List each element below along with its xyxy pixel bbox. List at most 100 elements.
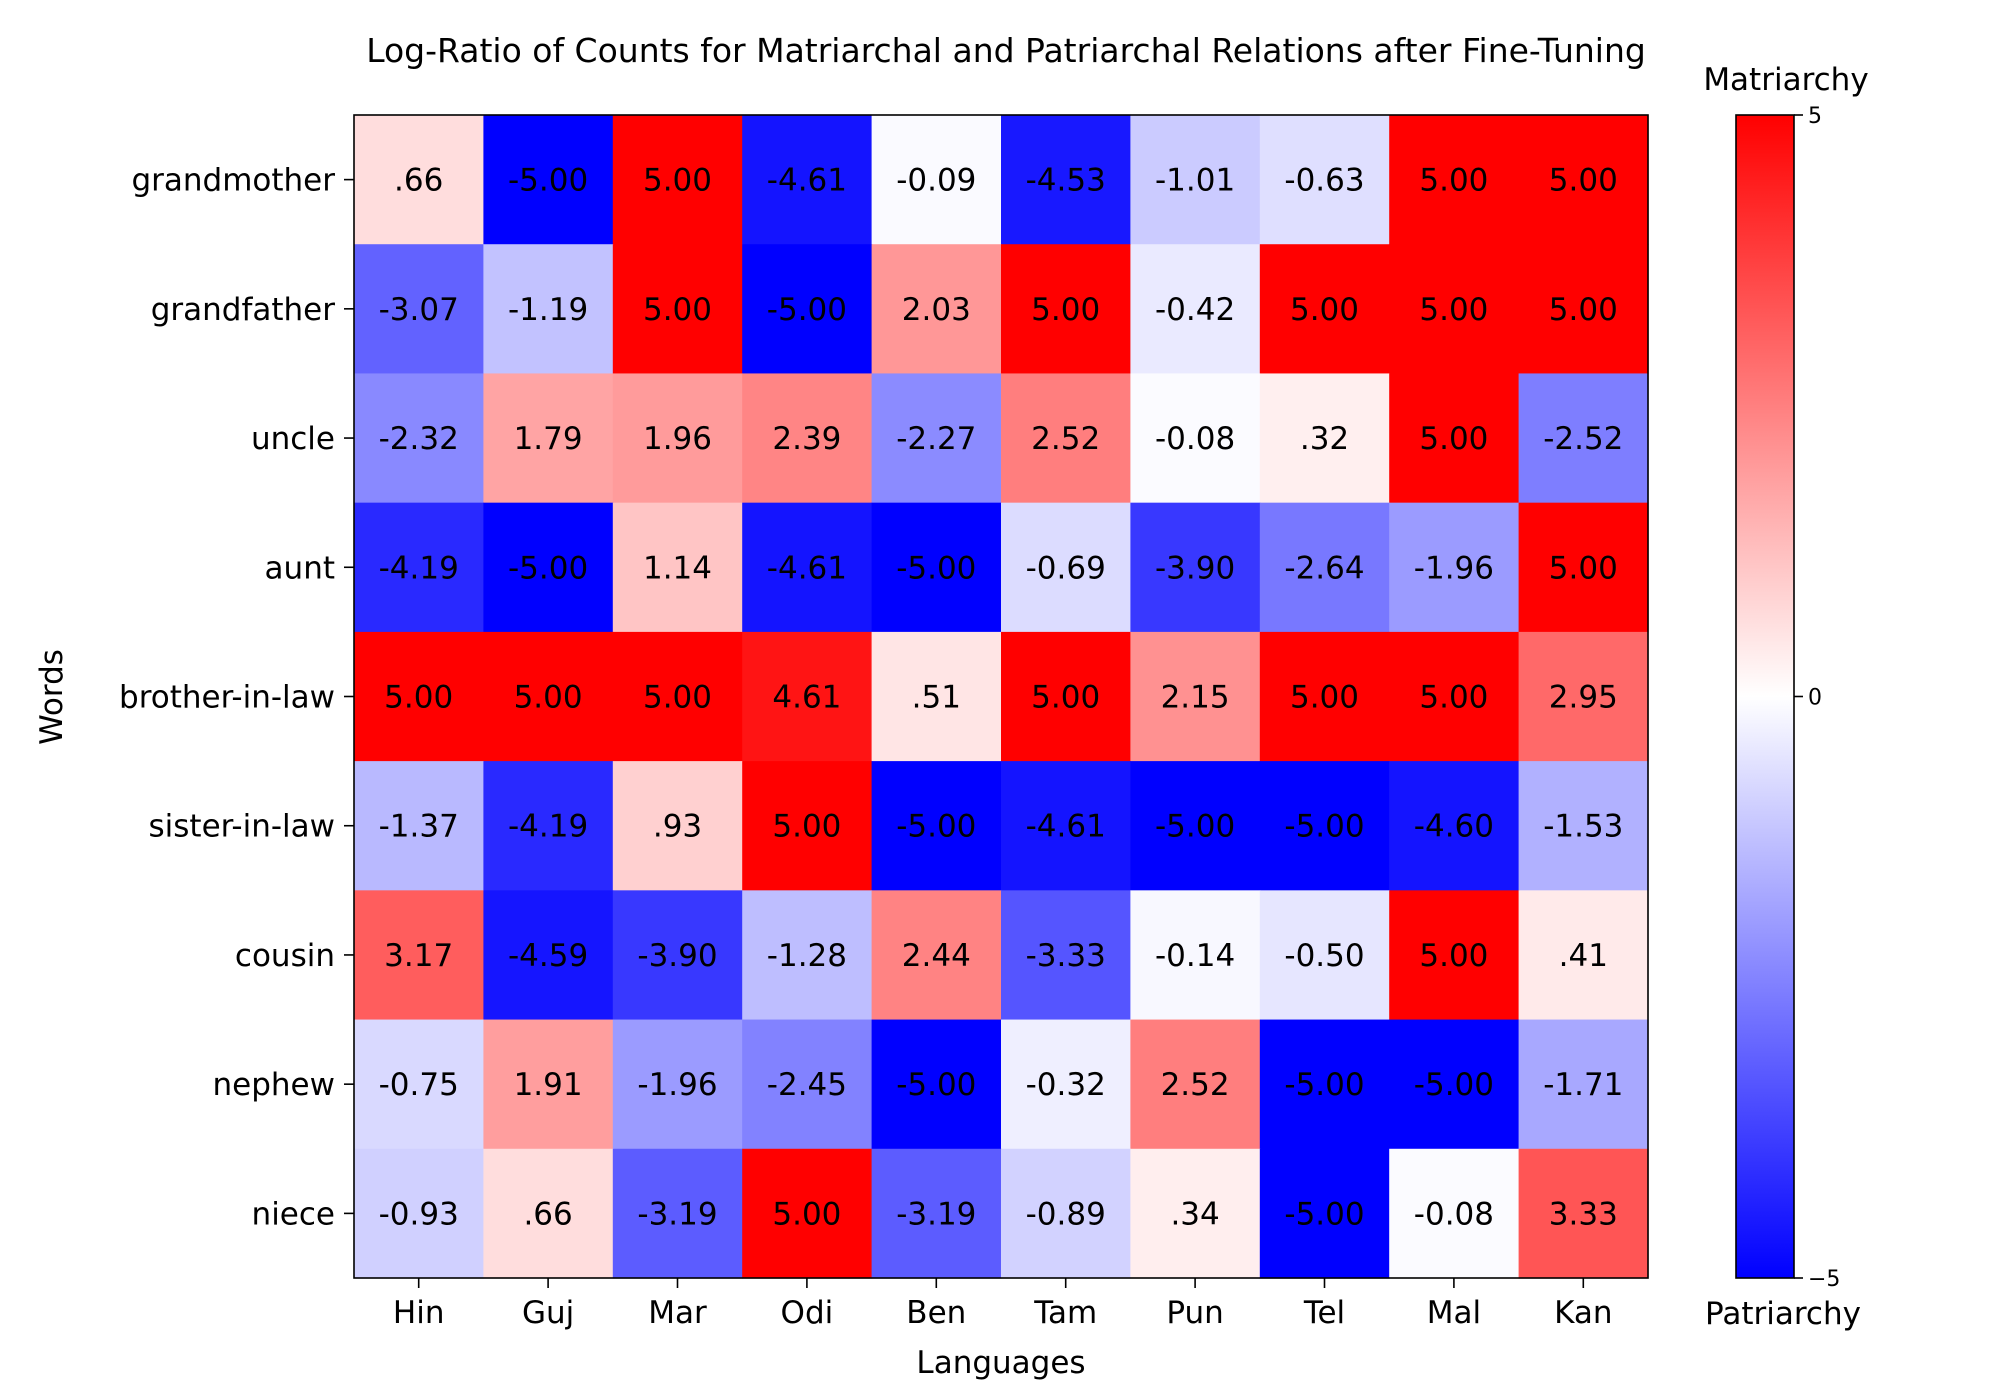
heatmap-cell-nephew-Hin: [354, 1019, 484, 1150]
cell-value-label: -5.00: [767, 292, 847, 328]
cell-value-label: 5.00: [772, 1196, 841, 1232]
x-tick-label: Tel: [1303, 1295, 1345, 1331]
heatmap-cell-grandmother-Ben: [871, 115, 1002, 245]
heatmap-cell-aunt-Kan: [1518, 502, 1649, 633]
heatmap-cell-brother-in-law-Kan: [1518, 631, 1649, 762]
cell-value-label: 2.03: [902, 292, 971, 328]
heatmap-cell-grandmother-Mar: [612, 115, 743, 245]
colorbar-bottom-label: Patriarchy: [1705, 1296, 1861, 1332]
heatmap-cell-grandfather-Tel: [1259, 244, 1390, 375]
heatmap-cell-aunt-Hin: [354, 502, 484, 633]
heatmap-cell-cousin-Mal: [1389, 890, 1520, 1021]
cell-value-label: -3.90: [637, 938, 717, 974]
cell-value-label: .34: [1170, 1196, 1219, 1232]
x-axis-label: Languages: [916, 1345, 1085, 1381]
heatmap-cell-grandmother-Mal: [1389, 115, 1520, 245]
heatmap-cell-sister-in-law-Ben: [871, 761, 1002, 891]
heatmap-cell-nephew-Kan: [1518, 1019, 1649, 1150]
cell-value-label: 5.00: [1031, 680, 1100, 716]
heatmap-cell-niece-Hin: [354, 1148, 484, 1279]
heatmap-cell-cousin-Odi: [742, 890, 873, 1021]
cell-value-label: 1.14: [643, 550, 712, 586]
y-tick-label: grandmother: [131, 163, 335, 199]
colorbar-tick-label: −5: [1808, 1267, 1840, 1292]
cell-value-label: -4.61: [767, 163, 847, 199]
y-tick-label: nephew: [213, 1067, 335, 1103]
heatmap-cell-aunt-Mar: [612, 502, 743, 633]
heatmap-cell-sister-in-law-Hin: [354, 761, 484, 891]
cell-value-label: -1.53: [1543, 809, 1623, 845]
x-axis-ticks: Hin Guj Mar Odi Ben Tam Pun Tel Mal Kan: [393, 1278, 1613, 1331]
cell-value-label: 5.00: [1290, 292, 1359, 328]
cell-value-label: -0.14: [1155, 938, 1235, 974]
colorbar: [1735, 114, 1795, 1279]
cell-value-label: -2.52: [1543, 421, 1623, 457]
heatmap-cell-uncle-Tel: [1259, 373, 1390, 504]
heatmap-cell-aunt-Odi: [742, 502, 873, 633]
heatmap-cell-grandmother-Guj: [483, 115, 614, 245]
heatmap-cell-aunt-Guj: [483, 502, 614, 633]
heatmap-cell-grandfather-Odi: [742, 244, 873, 375]
heatmap-cell-aunt-Tam: [1001, 502, 1131, 633]
heatmap-cell-niece-Guj: [483, 1148, 614, 1279]
x-tick-label: Hin: [393, 1295, 445, 1331]
heatmap-cell-grandfather-Mar: [612, 244, 743, 375]
heatmap-cell-grandmother-Pun: [1130, 115, 1261, 245]
y-tick-label: niece: [252, 1196, 335, 1232]
chart-title: Log-Ratio of Counts for Matriarchal and …: [366, 31, 1646, 70]
heatmap-cell-grandfather-Tam: [1001, 244, 1131, 375]
heatmap-cell-grandfather-Kan: [1518, 244, 1649, 375]
cell-value-label: 5.00: [643, 163, 712, 199]
cell-value-label: -5.00: [1284, 1196, 1364, 1232]
cell-value-label: -0.63: [1284, 163, 1364, 199]
cell-value-label: 3.17: [384, 938, 453, 974]
cell-value-label: -1.37: [379, 809, 459, 845]
cell-value-label: -0.42: [1155, 292, 1235, 328]
x-tick-label: Ben: [906, 1295, 966, 1331]
heatmap-cell-grandfather-Mal: [1389, 244, 1520, 375]
cell-value-label: -4.19: [508, 809, 588, 845]
x-tick-label: Odi: [781, 1295, 834, 1331]
cell-value-label: -1.71: [1543, 1067, 1623, 1103]
cell-value-label: 5.00: [1549, 163, 1618, 199]
cell-value-label: -3.90: [1155, 550, 1235, 586]
cell-value-label: -2.27: [896, 421, 976, 457]
heatmap-cell-niece-Odi: [742, 1148, 873, 1279]
cell-value-label: 5.00: [772, 809, 841, 845]
y-tick-label: aunt: [265, 550, 335, 586]
heatmap-cell-grandmother-Odi: [742, 115, 873, 245]
colorbar-tick-label: 0: [1808, 686, 1822, 711]
cell-value-label: -1.01: [1155, 163, 1235, 199]
heatmap-cell-uncle-Pun: [1130, 373, 1261, 504]
cell-value-label: -5.00: [1155, 809, 1235, 845]
cell-value-label: 5.00: [643, 292, 712, 328]
cell-value-label: -1.28: [767, 938, 847, 974]
heatmap-cell-sister-in-law-Mal: [1389, 761, 1520, 891]
cell-value-label: 1.79: [514, 421, 583, 457]
heatmap-cell-niece-Kan: [1518, 1148, 1649, 1279]
heatmap-cell-grandfather-Guj: [483, 244, 614, 375]
heatmap-cell-aunt-Pun: [1130, 502, 1261, 633]
cell-value-label: 5.00: [1419, 292, 1488, 328]
cell-value-label: 1.91: [514, 1067, 583, 1103]
cell-value-label: .41: [1559, 938, 1608, 974]
heatmap-cell-aunt-Mal: [1389, 502, 1520, 633]
y-tick-label: brother-in-law: [119, 680, 335, 716]
heatmap-cell-uncle-Mar: [612, 373, 743, 504]
cell-value-label: -0.08: [1155, 421, 1235, 457]
heatmap-cell-brother-in-law-Ben: [871, 631, 1002, 762]
heatmap-cell-uncle-Ben: [871, 373, 1002, 504]
cell-value-label: -1.19: [508, 292, 588, 328]
y-tick-label: uncle: [251, 421, 335, 457]
cell-value-label: 3.33: [1549, 1196, 1618, 1232]
cell-value-label: .66: [394, 163, 443, 199]
heatmap-cell-sister-in-law-Tam: [1001, 761, 1131, 891]
heatmap-cell-niece-Pun: [1130, 1148, 1261, 1279]
heatmap-cell-niece-Ben: [871, 1148, 1002, 1279]
cell-value-label: -5.00: [896, 550, 976, 586]
cell-value-label: -5.00: [1284, 809, 1364, 845]
heatmap-cell-brother-in-law-Tel: [1259, 631, 1390, 762]
heatmap-cell-uncle-Kan: [1518, 373, 1649, 504]
cell-value-label: 2.15: [1161, 680, 1230, 716]
cell-value-label: -2.64: [1284, 550, 1364, 586]
